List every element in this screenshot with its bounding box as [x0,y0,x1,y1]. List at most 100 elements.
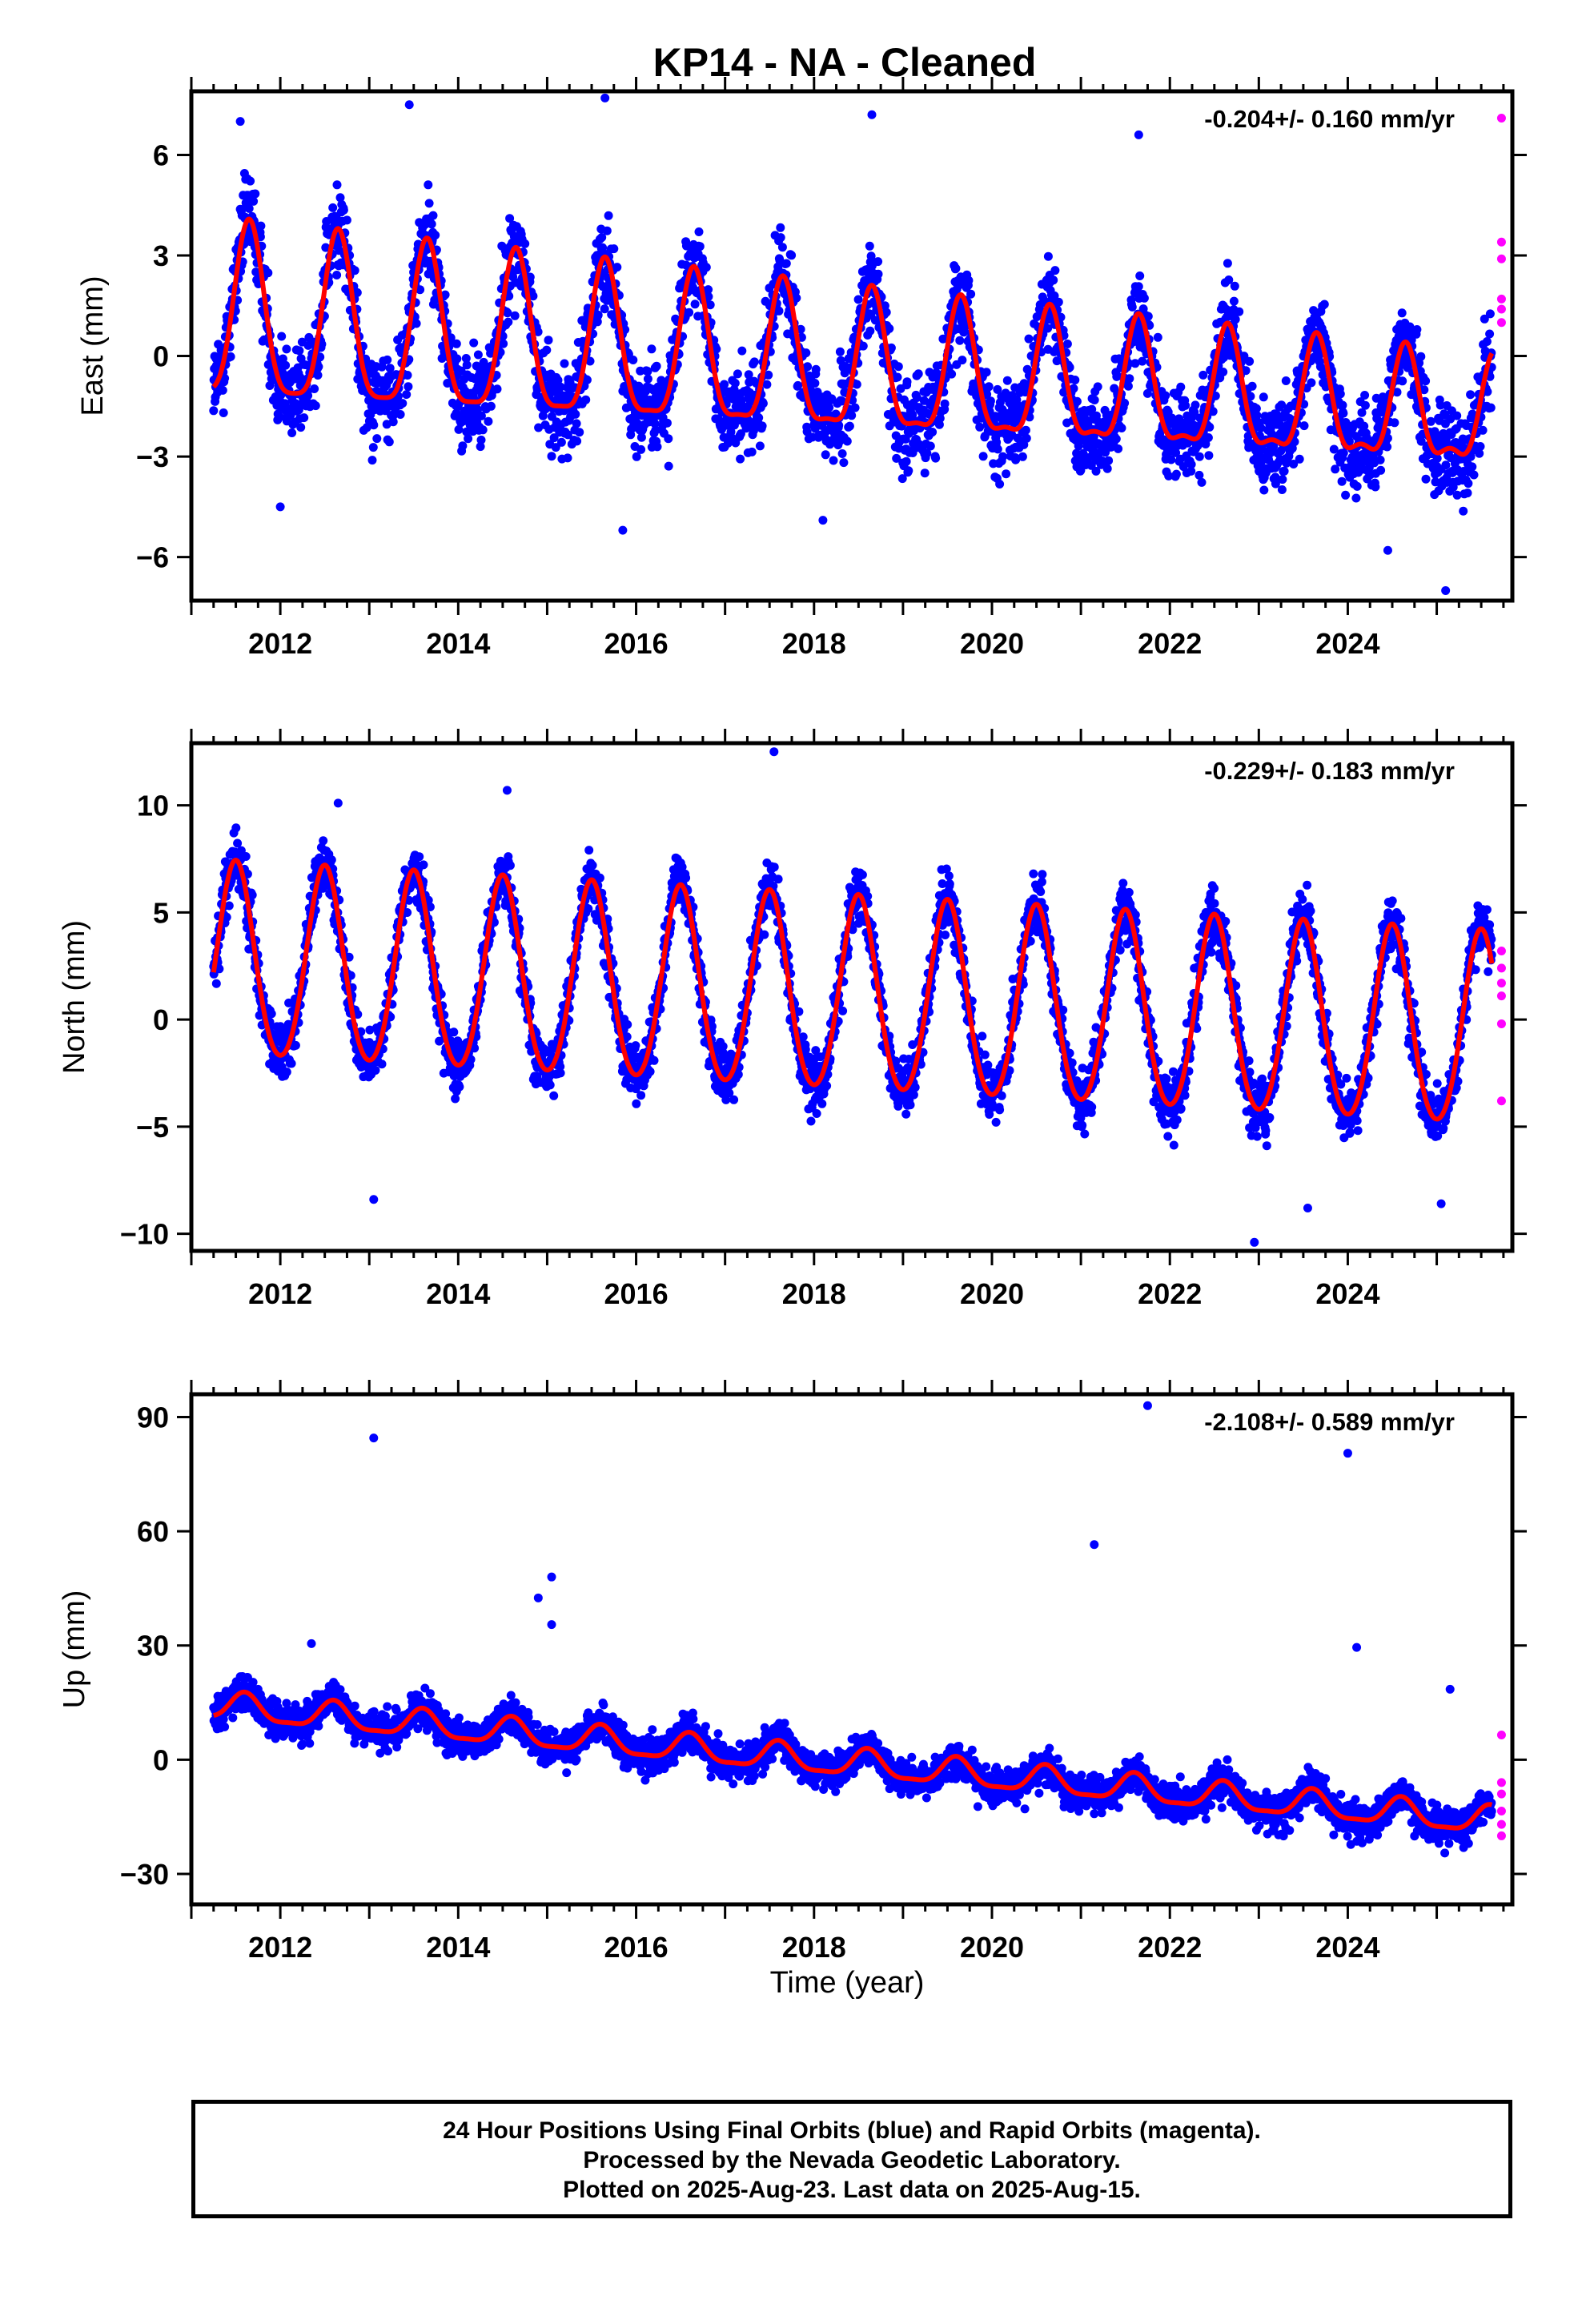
data-point [311,401,320,411]
data-point [825,403,834,412]
data-point [1021,425,1030,435]
data-point [1299,421,1309,431]
data-point [451,1094,460,1104]
data-point [458,441,468,451]
data-point [777,243,787,252]
data-point [452,339,461,348]
data-point [476,435,486,444]
data-point [652,361,661,371]
rapid-orbit-point [1496,304,1506,314]
final-orbit-points [209,747,1496,1247]
data-point [244,203,254,213]
data-point [1459,506,1468,516]
data-point [1070,376,1080,384]
data-point [1383,442,1392,452]
data-point [265,381,275,390]
data-point [1279,466,1289,476]
data-point [277,332,287,341]
data-point [781,259,791,268]
y-axis-label: East (mm) [76,275,110,416]
data-point [416,285,425,295]
data-point [585,356,595,366]
data-point [993,444,1002,454]
data-point [1114,444,1123,453]
data-point [931,453,941,463]
data-point [776,233,785,243]
data-point [1186,460,1196,469]
data-point [314,362,323,372]
data-point [1134,282,1143,292]
data-point [1049,275,1058,285]
data-point [556,382,565,392]
data-point [811,364,821,374]
data-point [801,348,811,358]
data-point [1065,363,1074,372]
data-point [865,326,875,336]
data-point [1307,378,1316,388]
data-point [754,413,764,423]
data-point [295,346,304,356]
data-point [282,1068,291,1077]
data-point [1229,296,1239,306]
data-point [880,301,889,311]
data-point [993,384,1002,394]
data-point [1375,455,1385,464]
data-point [1295,454,1304,464]
data-point [995,480,1005,489]
data-point [842,436,852,446]
data-point [602,226,612,235]
data-point [1153,332,1162,342]
data-point [837,396,847,406]
y-tick-label: 0 [153,340,169,373]
data-point [352,287,362,297]
data-point [643,367,652,376]
data-point [1011,455,1021,464]
data-point [1161,391,1170,400]
data-point [1043,324,1053,333]
data-point [837,449,847,458]
data-point [695,242,705,251]
data-point [563,453,572,463]
data-point [1018,452,1027,461]
data-point [505,861,515,870]
data-point [209,406,219,416]
data-point [964,275,974,285]
data-point [1360,400,1370,410]
x-tick-label: 2022 [1138,627,1202,660]
outlier-point [404,100,414,110]
x-tick-label: 2014 [426,627,490,660]
data-point [636,444,646,454]
data-point [424,180,433,190]
data-point [1259,485,1269,495]
data-point [440,290,450,300]
data-point [1360,391,1370,400]
data-point [595,873,604,883]
data-point [1468,462,1477,472]
data-point [342,215,351,225]
figure-title: KP14 - NA - Cleaned [653,40,1037,85]
data-point [982,389,992,399]
data-point [847,411,857,420]
data-point [901,456,911,466]
data-point [1022,433,1031,443]
data-point [893,362,903,372]
data-point [503,308,512,318]
data-point [982,368,991,377]
y-tick-label: −3 [136,440,169,473]
data-point [538,411,548,420]
data-point [908,410,917,420]
data-point [1127,302,1137,312]
data-point [499,339,508,348]
outlier-point [1134,130,1143,139]
data-point [1397,308,1407,318]
data-point [315,352,325,362]
data-point [664,461,673,471]
data-point [604,211,613,220]
data-point [251,189,260,199]
data-point [744,370,753,380]
data-point [1278,475,1287,485]
data-point [396,410,405,419]
data-point [1087,404,1097,414]
data-point [1482,337,1492,346]
data-point [1219,368,1228,376]
